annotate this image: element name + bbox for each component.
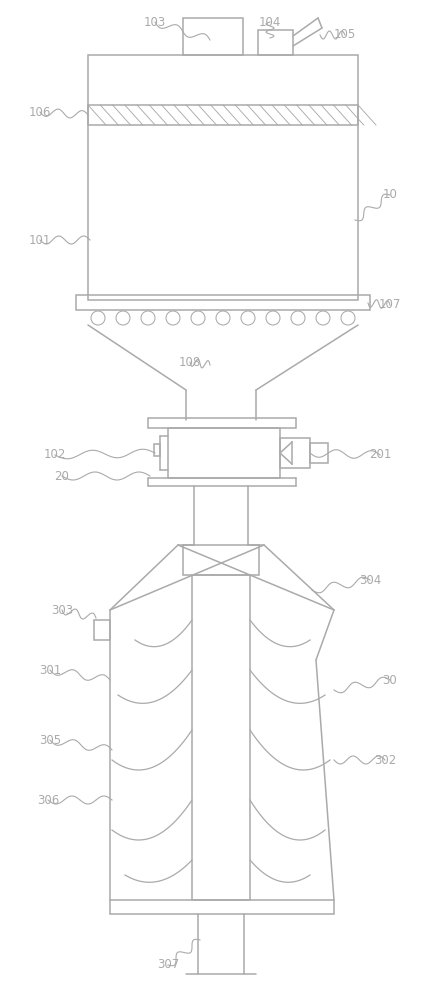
Text: 105: 105 (334, 28, 356, 41)
Text: 20: 20 (55, 470, 69, 483)
Bar (154, 444, 160, 456)
Text: 108: 108 (179, 356, 201, 368)
Bar (76, 295, 370, 310)
Text: 302: 302 (374, 754, 396, 766)
Text: 103: 103 (144, 15, 166, 28)
Bar (280, 438, 310, 468)
Text: 107: 107 (379, 298, 401, 312)
Bar (94, 620, 110, 640)
Bar (148, 418, 296, 428)
Text: 303: 303 (51, 603, 73, 616)
Text: 301: 301 (39, 664, 61, 676)
Text: 10: 10 (383, 188, 397, 202)
Bar (183, 18, 243, 55)
Text: 304: 304 (359, 574, 381, 586)
Text: 102: 102 (44, 448, 66, 462)
Text: 306: 306 (37, 794, 59, 806)
Text: 305: 305 (39, 734, 61, 746)
Bar (168, 428, 280, 478)
Text: 30: 30 (383, 674, 397, 686)
Text: 307: 307 (157, 958, 179, 972)
Text: 201: 201 (369, 448, 391, 462)
Bar (183, 545, 259, 575)
Bar (310, 443, 328, 463)
Bar (258, 30, 293, 55)
Text: 104: 104 (259, 15, 281, 28)
Bar (88, 105, 358, 125)
Bar (88, 55, 358, 300)
Bar (192, 575, 250, 900)
Text: 106: 106 (29, 105, 51, 118)
Bar (110, 900, 334, 914)
Text: 101: 101 (29, 233, 51, 246)
